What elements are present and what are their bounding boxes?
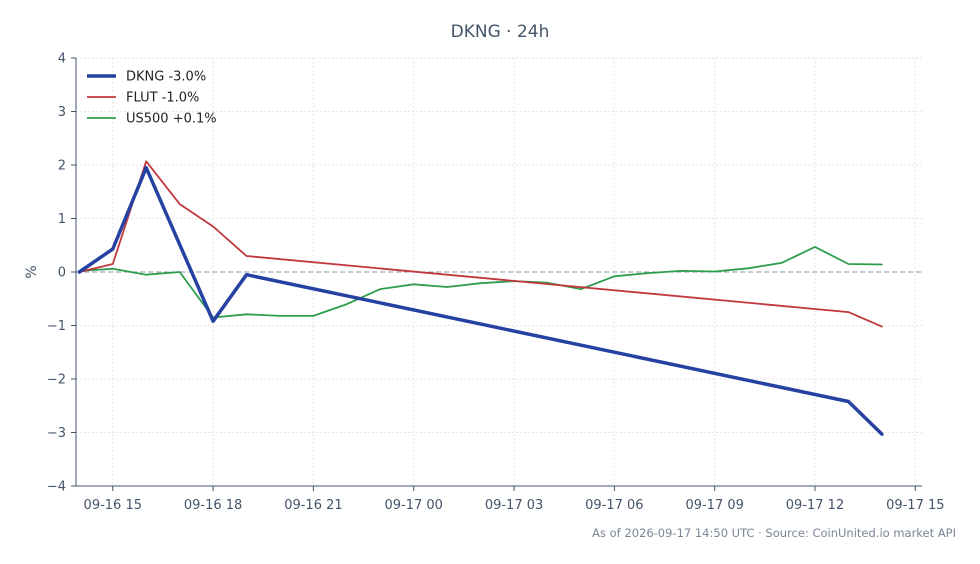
series-layer (77, 160, 884, 436)
legend-label: US500 +0.1% (126, 112, 217, 127)
x-tick-label: 09-16 21 (284, 498, 342, 513)
y-tick-label: 0 (58, 266, 66, 281)
legend-label: FLUT -1.0% (126, 91, 199, 106)
y-tick-label: 1 (58, 212, 66, 227)
y-tick-label: 4 (58, 52, 66, 67)
series-line-flut (78, 160, 883, 328)
y-tick-label: −1 (47, 319, 66, 334)
x-tick-label: 09-17 03 (485, 498, 543, 513)
chart-title: DKNG · 24h (451, 22, 550, 42)
x-tick-label: 09-17 00 (385, 498, 443, 513)
x-tick-label: 09-17 12 (786, 498, 844, 513)
x-tick-label: 09-16 15 (84, 498, 142, 513)
x-tick-label: 09-16 18 (184, 498, 242, 513)
series-line-us500 (78, 246, 883, 319)
tick-labels: 4 3 2 1 0 −1 −2 −3 −4 09-16 15 09-16 18 09-16 21 09-… (47, 52, 945, 514)
x-tick-label: 09-17 06 (585, 498, 643, 513)
footer-note: As of 2026-09-17 14:50 UTC · Source: Coi… (592, 526, 956, 540)
y-tick-label: −2 (47, 373, 66, 388)
y-tick-label: 2 (58, 159, 66, 174)
axes (71, 57, 922, 491)
y-tick-label: 3 (58, 105, 66, 120)
x-tick-label: 09-17 09 (685, 498, 743, 513)
legend-label: DKNG -3.0% (126, 70, 206, 85)
series-line-dkng (77, 165, 884, 436)
x-tick-label: 09-17 15 (886, 498, 944, 513)
legend: DKNG -3.0% FLUT -1.0% US500 +0.1% (87, 70, 217, 127)
y-tick-label: −4 (47, 480, 66, 495)
y-tick-label: −3 (47, 426, 66, 441)
y-axis-label: % (24, 265, 40, 278)
